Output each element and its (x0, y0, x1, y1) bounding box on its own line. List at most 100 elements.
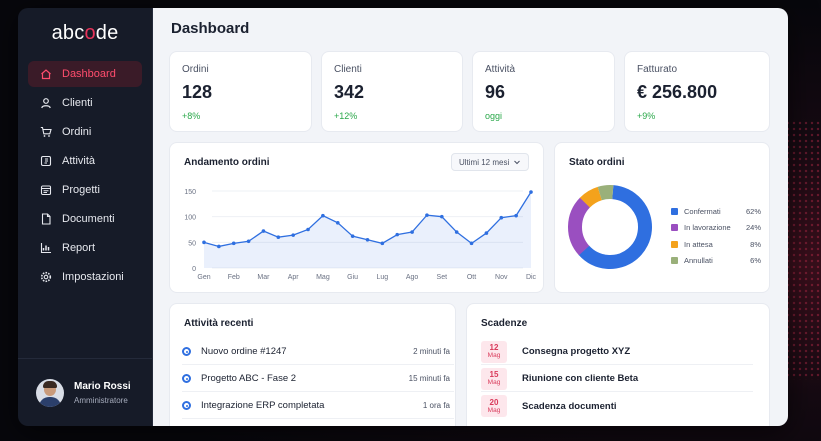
orders-chart-title: Andamento ordini (184, 157, 270, 168)
clock-icon (182, 401, 191, 410)
sidebar-item-documenti[interactable]: Documenti (28, 206, 142, 232)
deadlines-title: Scadenze (481, 318, 528, 329)
activity-icon (40, 155, 52, 167)
deadline-month: Mag (487, 379, 501, 386)
data-point (306, 227, 310, 232)
sidebar-item-ordini[interactable]: Ordini (28, 119, 142, 145)
app-window: abc o de Dashboard Clienti Ordini Attività… (18, 8, 788, 426)
sidebar-item-label: Ordini (62, 126, 92, 138)
stat-value: 128 (182, 82, 213, 102)
x-tick-label: Gen (197, 274, 210, 281)
activity-text: Progetto ABC - Fase 2 (201, 373, 297, 384)
avatar (36, 378, 64, 407)
data-point (321, 213, 325, 218)
stat-label: Fatturato (637, 64, 678, 75)
activity-item[interactable]: Progetto ABC - Fase 2 15 minuti fa (182, 366, 454, 392)
deadline-date-badge: 15 Mag (481, 367, 507, 390)
x-tick-label: Giu (347, 274, 358, 281)
legend-item: In lavorazione 24% (671, 220, 761, 237)
data-point (350, 234, 355, 238)
user-name: Mario Rossi (74, 380, 131, 392)
legend-value: 24% (745, 223, 761, 233)
data-point (410, 230, 414, 234)
deadline-date-badge: 12 Mag (481, 340, 507, 363)
status-legend: Confermati 62% In lavorazione 24% In attesa 8… (671, 203, 761, 269)
deadline-month: Mag (487, 352, 501, 359)
x-tick-label: Mar (257, 274, 270, 281)
data-point (484, 231, 489, 235)
stat-value: € 256.800 (637, 82, 718, 102)
legend-value: 8% (750, 239, 761, 249)
data-point (335, 221, 340, 225)
data-point (469, 241, 474, 246)
deadline-item[interactable]: 15 Mag Riunione con cliente Beta (481, 366, 753, 392)
activity-time: 15 minuti fa (408, 374, 450, 383)
legend-label: Confermati (684, 206, 721, 216)
data-point (365, 237, 370, 242)
orders-line-chart: 0 50 100 150 Gen Feb Mar Apr Mag Giu Lug Ago Set Ott N… (184, 189, 537, 281)
sidebar-item-report[interactable]: Report (28, 235, 142, 261)
stat-change: +12% (334, 111, 358, 121)
deadline-day: 20 (489, 397, 499, 407)
deadline-date-badge: 20 Mag (481, 395, 507, 417)
sidebar-nav: Dashboard Clienti Ordini Attività Proget… (18, 61, 152, 290)
y-tick-label: 100 (184, 215, 196, 222)
stat-label: Clienti (334, 64, 362, 75)
stat-card-ordini: Ordini 128 +8% (169, 51, 312, 132)
period-select[interactable]: Ultimi 12 mesi (451, 153, 529, 171)
deadline-text: Scadenza documenti (522, 400, 617, 412)
sidebar-item-impostazioni[interactable]: Impostazioni (28, 264, 142, 290)
legend-swatch (671, 207, 678, 215)
sidebar-item-label: Documenti (62, 213, 115, 225)
stat-change: oggi (485, 111, 503, 121)
user-profile[interactable]: Mario Rossi Amministratore (18, 358, 152, 426)
user-icon (40, 97, 52, 109)
sidebar-item-dashboard[interactable]: Dashboard (28, 61, 142, 87)
sidebar-item-clienti[interactable]: Clienti (28, 90, 142, 116)
data-point (380, 241, 385, 246)
donut-slice (568, 185, 652, 269)
data-point (261, 229, 266, 233)
sidebar-item-progetti[interactable]: Progetti (28, 177, 142, 203)
y-tick-label: 0 (192, 266, 196, 273)
status-chart-title: Stato ordini (569, 157, 625, 168)
logo: abc o de (18, 8, 152, 58)
deadline-item[interactable]: 12 Mag Consegna progetto XYZ (481, 339, 753, 365)
sidebar: abc o de Dashboard Clienti Ordini Attività… (18, 8, 153, 426)
data-point (529, 190, 533, 194)
recent-activities-title: Attività recenti (184, 318, 254, 329)
data-point (276, 235, 281, 239)
legend-item: Annullati 6% (671, 253, 761, 270)
data-point (440, 214, 444, 219)
legend-label: In lavorazione (684, 223, 731, 233)
x-tick-label: Mag (316, 274, 330, 281)
activity-text: Integrazione ERP completata (201, 400, 325, 411)
recent-activities-card: Attività recenti Nuovo ordine #1247 2 mi… (169, 303, 456, 426)
y-tick-label: 150 (184, 189, 196, 196)
report-icon (40, 242, 52, 254)
sidebar-item-label: Attività (62, 155, 96, 167)
activity-item[interactable]: Integrazione ERP completata 1 ora fa (182, 393, 454, 419)
legend-item: In attesa 8% (671, 236, 761, 253)
deadline-day: 15 (489, 370, 499, 379)
clock-icon (182, 374, 191, 383)
deadline-item[interactable]: 20 Mag Scadenza documenti (481, 393, 753, 419)
activity-text: Nuovo ordine #1247 (201, 346, 287, 357)
status-chart-card: Stato ordini Confermati 62% In lavorazione… (554, 142, 770, 293)
orders-chart-card: Andamento ordini Ultimi 12 mesi 0 50 100 15… (169, 142, 544, 293)
activity-item[interactable]: Nuovo ordine #1247 2 minuti fa (182, 339, 454, 365)
page-title: Dashboard (171, 20, 250, 37)
stat-card-attivita: Attività 96 oggi (472, 51, 615, 132)
stat-card-fatturato: Fatturato € 256.800 +9% (624, 51, 770, 132)
activity-time: 2 minuti fa (413, 347, 450, 356)
legend-label: In attesa (684, 239, 713, 249)
stat-value: 342 (334, 82, 365, 102)
data-point (395, 232, 400, 237)
gear-icon (40, 271, 52, 283)
sidebar-item-attivita[interactable]: Attività (28, 148, 142, 174)
legend-label: Annullati (684, 256, 713, 266)
main-content: Dashboard Ordini 128 +8% Clienti 342 +12… (153, 8, 788, 426)
period-select-value: Ultimi 12 mesi (459, 157, 510, 167)
x-tick-label: Feb (228, 274, 240, 281)
x-tick-label: Dic (526, 274, 537, 281)
